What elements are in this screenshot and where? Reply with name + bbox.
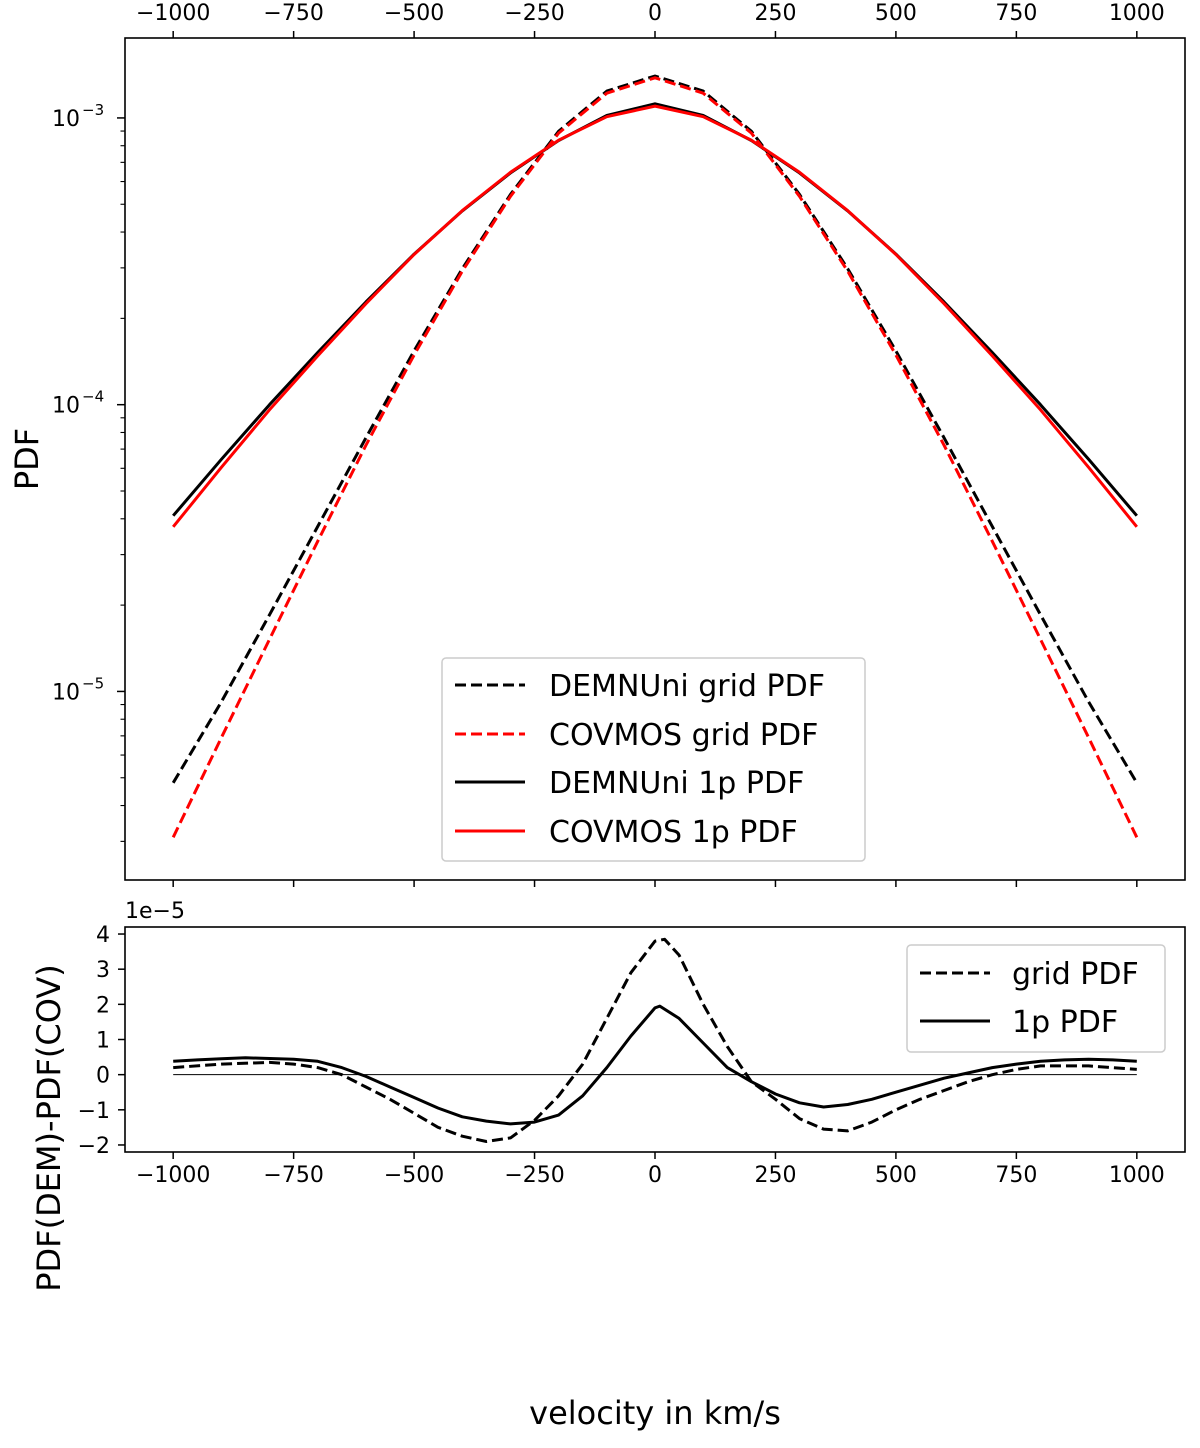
top-xtick-label: −500: [384, 1, 444, 26]
top-ytick-label: 10: [52, 107, 80, 132]
bottom-plot-frame: [124, 926, 1186, 1153]
top-ytick-exponent: −4: [82, 388, 104, 406]
bottom-ytick-label: −2: [78, 1134, 110, 1159]
top-ytick-exponent: −5: [82, 674, 104, 692]
legend-label-covmos-1p: COVMOS 1p PDF: [549, 815, 798, 850]
top-xtick-label: 500: [875, 1, 917, 26]
legend-label-demnuni-1p: DEMNUni 1p PDF: [549, 766, 804, 801]
top-series-line-demnuni-grid-pdf: [171, 74, 1139, 784]
top-xtick-label: 1000: [1109, 1, 1165, 26]
top-y-axis-label: PDF: [8, 428, 46, 490]
top-xtick-label: 250: [754, 1, 796, 26]
bottom-xtick-label: −500: [384, 1163, 444, 1188]
bottom-xtick-label: −1000: [136, 1163, 210, 1188]
bottom-panel: −1000 −750 −500 −250 0 250 500 750 1000 −2 −1 0 1 2 3 4…: [30, 899, 1186, 1432]
top-xtick-label: 0: [648, 1, 662, 26]
top-series-group: [171, 74, 1139, 838]
bottom-ytick-label: −1: [78, 1099, 110, 1124]
top-xtick-label: −1000: [136, 1, 210, 26]
bottom-ytick-label: 3: [96, 958, 110, 983]
bottom-series-line-1p-pdf: [173, 1004, 1137, 1126]
top-xtick-label: 750: [995, 1, 1037, 26]
top-xtick-label: −250: [504, 1, 564, 26]
bottom-legend: grid PDF 1p PDF: [906, 944, 1166, 1053]
bottom-xtick-label: 250: [754, 1163, 796, 1188]
bottom-axis-ticks: −1000 −750 −500 −250 0 250 500 750 1000 −2 −1 0 1 2 3 4: [78, 923, 1165, 1188]
bottom-y-axis-label: PDF(DEM)-PDF(COV): [30, 964, 68, 1292]
bottom-ytick-label: 2: [96, 993, 110, 1018]
top-legend: DEMNUni grid PDF COVMOS grid PDF DEMNUni…: [441, 657, 866, 862]
bottom-xtick-label: 500: [875, 1163, 917, 1188]
legend-label-demnuni-grid: DEMNUni grid PDF: [549, 669, 825, 704]
bottom-series-group: [173, 937, 1137, 1143]
top-legend-box: [441, 657, 866, 862]
bottom-xtick-label: 0: [648, 1163, 662, 1188]
top-ytick-label: 10: [52, 394, 80, 419]
legend-label-covmos-grid: COVMOS grid PDF: [549, 718, 818, 753]
bottom-ytick-label: 1: [96, 1029, 110, 1054]
top-xtick-label: −750: [263, 1, 323, 26]
legend-label-grid: grid PDF: [1012, 957, 1139, 992]
bottom-xtick-label: −250: [504, 1163, 564, 1188]
top-plot-frame: [124, 37, 1186, 881]
bottom-ytick-label: 0: [96, 1064, 110, 1089]
bottom-xtick-label: −750: [263, 1163, 323, 1188]
bottom-xtick-label: 1000: [1109, 1163, 1165, 1188]
top-series-line-covmos-1p-pdf: [172, 104, 1138, 528]
top-ytick-exponent: −3: [82, 101, 104, 119]
bottom-x-axis-label: velocity in km/s: [529, 1394, 781, 1432]
bottom-ytick-label: 4: [96, 923, 110, 948]
legend-label-1p: 1p PDF: [1012, 1005, 1118, 1040]
top-series-line-demnuni-1p-pdf: [172, 102, 1138, 517]
bottom-offset-text: 1e−5: [125, 899, 185, 924]
bottom-xtick-label: 750: [995, 1163, 1037, 1188]
top-series-line-covmos-grid-pdf: [171, 76, 1139, 838]
top-ytick-label: 10: [52, 680, 80, 705]
bottom-series-line-grid-pdf: [173, 937, 1137, 1143]
